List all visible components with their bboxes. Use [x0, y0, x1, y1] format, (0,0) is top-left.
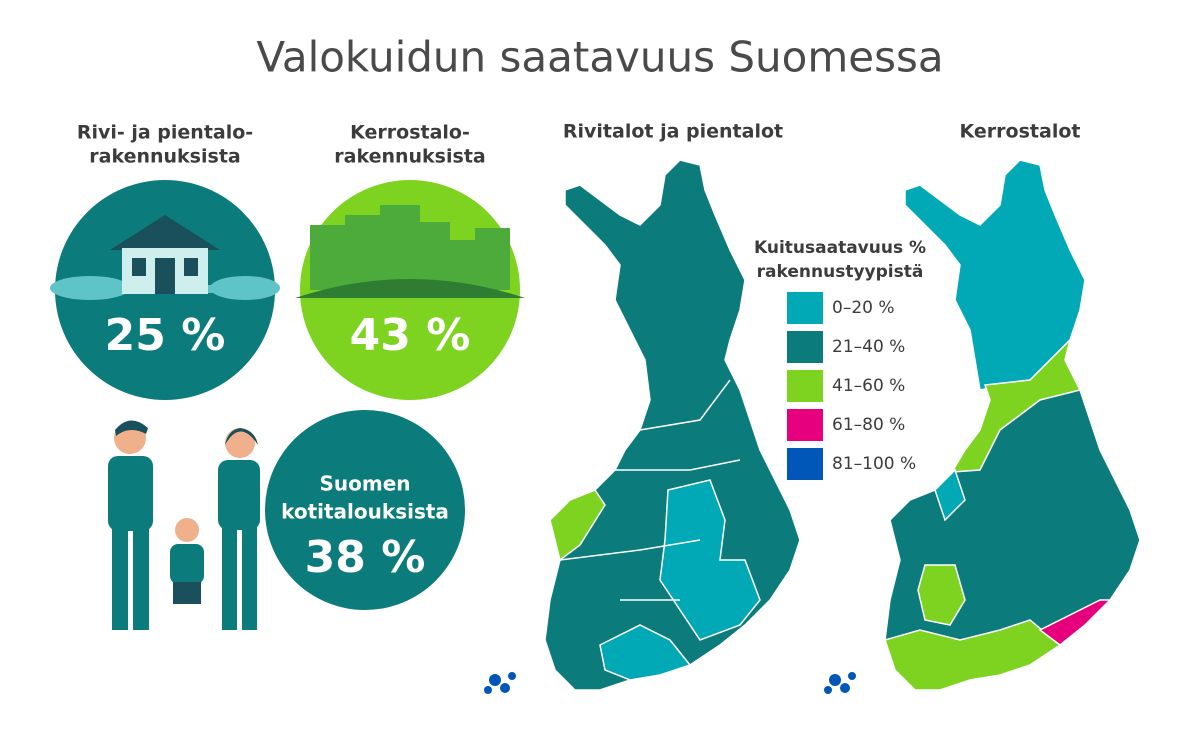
legend-label: 0–20 %: [832, 298, 895, 318]
legend-swatch: [787, 448, 823, 480]
map-rivitalot: [484, 159, 801, 694]
family-icon: [108, 420, 260, 630]
legend-label: 41–60 %: [832, 376, 905, 396]
legend-swatch: [787, 292, 823, 324]
house-icon: [50, 215, 280, 300]
stat-label: Rivi- ja pientalo-: [77, 122, 253, 144]
map-title: Rivitalot ja pientalot: [563, 121, 783, 143]
stat-label: rakennuksista: [89, 146, 240, 168]
map-kerrostalot: [824, 159, 1141, 694]
stat-value: 38 %: [305, 532, 426, 583]
stat-label: Suomen: [319, 472, 410, 496]
stat-value: 25 %: [105, 310, 226, 361]
map-title: Kerrostalot: [960, 121, 1081, 143]
stat-label: kotitalouksista: [281, 500, 449, 524]
legend-label: 61–80 %: [832, 415, 905, 435]
title: Valokuidun saatavuus Suomessa: [256, 33, 943, 82]
stat-label: Kerrostalo-: [350, 122, 470, 144]
legend-swatch: [787, 331, 823, 363]
stat-value: 43 %: [350, 310, 471, 361]
legend-swatch: [787, 409, 823, 441]
stat-label: rakennuksista: [334, 146, 485, 168]
legend-label: 21–40 %: [832, 337, 905, 357]
legend-title: rakennustyypistä: [757, 262, 924, 282]
buildings-icon: [295, 205, 525, 298]
stat-circle: [265, 410, 465, 610]
legend-title: Kuitusaatavuus %: [754, 238, 926, 258]
legend-label: 81–100 %: [832, 454, 916, 474]
legend-swatch: [787, 370, 823, 402]
